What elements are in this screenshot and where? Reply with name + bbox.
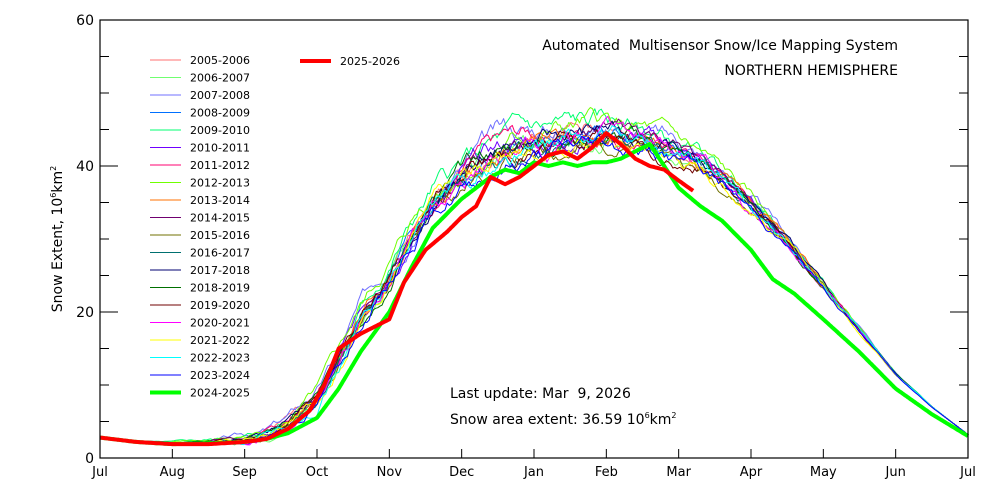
legend-label: 2018-2019 [190, 282, 250, 295]
legend-label: 2024-2025 [190, 387, 250, 400]
x-tick-label: Oct [306, 465, 328, 480]
legend-label: 2010-2011 [190, 142, 250, 155]
x-tick-label: Sep [232, 465, 257, 480]
y-tick-label: 20 [76, 305, 94, 321]
extent-unit-sup1: 6 [645, 411, 650, 420]
legend-label: 2014-2015 [190, 212, 250, 225]
y-axis-label-sup2: 2 [49, 166, 58, 171]
legend-label: 2016-2017 [190, 247, 250, 260]
legend-label: 2012-2013 [190, 177, 250, 190]
legend-label: 2021-2022 [190, 334, 250, 347]
legend-label: 2020-2021 [190, 317, 250, 330]
x-tick-label: Jul [959, 465, 976, 480]
x-tick-label: Jul [91, 465, 108, 480]
legend-label: 2017-2018 [190, 264, 250, 277]
legend-label: 2015-2016 [190, 229, 250, 242]
y-axis-label-text: Snow Extent, 10 [50, 198, 66, 313]
x-tick-label: Nov [377, 465, 403, 480]
last-update-annotation: Last update: Mar 9, 2026 [450, 386, 631, 402]
legend-label: 2019-2020 [190, 299, 250, 312]
chart-title: Automated Multisensor Snow/Ice Mapping S… [542, 38, 898, 54]
x-tick-label: Feb [595, 465, 618, 480]
legend-label: 2005-2006 [190, 54, 250, 67]
extent-value: 36.59 [582, 412, 622, 428]
extent-unit-base: 10 [627, 412, 645, 428]
x-tick-label: Jun [885, 465, 906, 480]
y-tick-label: 0 [85, 451, 94, 467]
x-tick-label: Aug [160, 465, 185, 480]
y-tick-label: 60 [76, 13, 94, 29]
extent-unit-km: km [650, 412, 672, 428]
extent-label: Snow area extent: [450, 412, 578, 428]
x-tick-label: Apr [740, 465, 763, 480]
legend-label: 2022-2023 [190, 352, 250, 365]
legend-label: 2025-2026 [340, 55, 400, 68]
legend-label: 2013-2014 [190, 194, 250, 207]
y-tick-label: 40 [76, 159, 94, 175]
extent-unit-sup2: 2 [671, 411, 676, 420]
y-axis-label-sup1: 6 [49, 193, 58, 198]
y-axis-label: Snow Extent, 106km2 [49, 166, 66, 312]
legend-label: 2006-2007 [190, 72, 250, 85]
x-tick-label: Jan [523, 465, 544, 480]
series-layer [99, 107, 970, 447]
legend: 2005-2006 2006-2007 2007-2008 2008-2009 2009… [150, 54, 400, 400]
legend-label: 2008-2009 [190, 107, 250, 120]
axes-layer: 0 20 40 60 Jul Aug Sep Oct Nov Dec Jan Feb Mar Apr May… [76, 13, 976, 480]
series-line-2012-2013 [99, 107, 969, 443]
extent-annotation: Snow area extent: 36.59 106km2 [450, 411, 677, 428]
last-update-value: Mar 9, 2026 [542, 386, 631, 402]
x-tick-label: Mar [666, 465, 691, 480]
x-tick-label: May [810, 465, 837, 480]
legend-label: 2009-2010 [190, 124, 250, 137]
legend-label: 2023-2024 [190, 369, 250, 382]
last-update-label: Last update: [450, 386, 538, 402]
legend-label: 2007-2008 [190, 89, 250, 102]
y-axis-label-unit: km [50, 171, 66, 193]
series-line-2025-2026 [99, 131, 695, 447]
legend-label: 2011-2012 [190, 159, 250, 172]
x-tick-label: Dec [449, 465, 474, 480]
series-line-2021-2022 [99, 130, 969, 446]
chart-subtitle: NORTHERN HEMISPHERE [724, 63, 898, 79]
